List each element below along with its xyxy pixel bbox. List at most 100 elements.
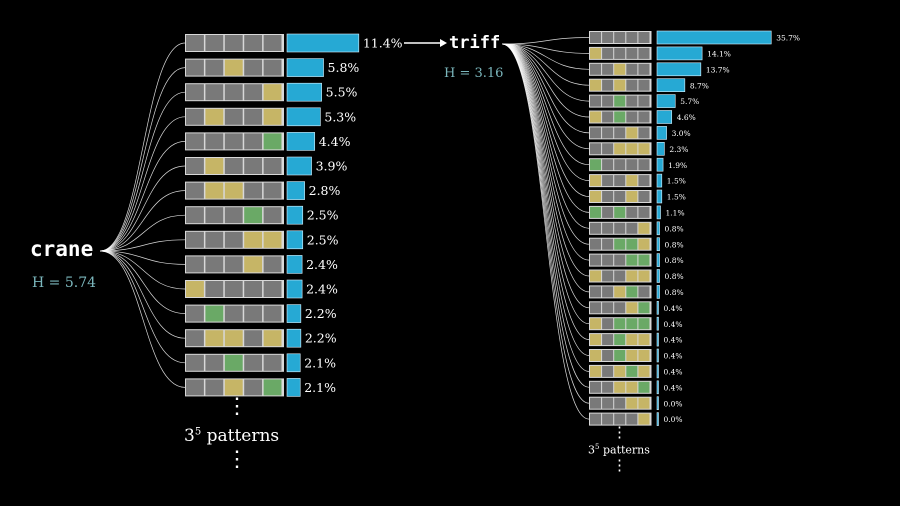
fan-line bbox=[99, 42, 186, 252]
probability-bar bbox=[286, 279, 303, 299]
pattern-tile bbox=[638, 111, 650, 123]
fan-line bbox=[501, 43, 590, 372]
probability-bar bbox=[656, 412, 659, 426]
probability-bar bbox=[656, 142, 665, 156]
pattern-tile bbox=[602, 286, 614, 298]
pattern-tile bbox=[626, 79, 638, 91]
pattern-tile bbox=[205, 35, 224, 51]
left-entropy-label: H = 5.74 bbox=[32, 275, 97, 291]
left-pattern-row: 2.1% bbox=[185, 353, 336, 373]
probability-bar bbox=[656, 78, 686, 92]
pattern-tile bbox=[614, 47, 626, 59]
pattern-tile bbox=[638, 95, 650, 107]
right-pattern-row: 0.8% bbox=[589, 253, 684, 267]
pattern-tile bbox=[205, 108, 224, 125]
pattern-tile bbox=[638, 286, 650, 298]
pattern-tile bbox=[590, 206, 602, 218]
fan-line bbox=[501, 43, 590, 245]
fan-line bbox=[501, 43, 590, 197]
probability-label: 0.4% bbox=[664, 352, 683, 361]
pattern-tile bbox=[224, 207, 243, 224]
pattern-tile bbox=[602, 47, 614, 59]
pattern-tile bbox=[638, 159, 650, 171]
probability-bar bbox=[656, 364, 659, 379]
pattern-tile bbox=[244, 354, 263, 371]
left-pattern-row: 5.3% bbox=[185, 107, 356, 127]
pattern-tile bbox=[602, 238, 614, 250]
left-pattern-row: 2.4% bbox=[185, 255, 338, 274]
pattern-tile bbox=[626, 191, 638, 202]
pattern-tile bbox=[602, 63, 614, 75]
pattern-tile bbox=[244, 330, 263, 347]
right-pattern-row: 1.5% bbox=[589, 173, 686, 188]
probability-bar bbox=[656, 253, 660, 267]
pattern-tile bbox=[224, 330, 243, 347]
pattern-tile bbox=[224, 305, 243, 322]
pattern-tile bbox=[590, 79, 602, 91]
pattern-tile bbox=[626, 63, 638, 75]
pattern-tile bbox=[244, 379, 263, 396]
pattern-tile bbox=[263, 231, 282, 248]
pattern-tile bbox=[205, 330, 224, 347]
left-pattern-row: 2.4% bbox=[185, 279, 338, 299]
pattern-tile bbox=[244, 108, 263, 125]
probability-bar bbox=[656, 62, 702, 77]
pattern-tile bbox=[638, 270, 650, 282]
pattern-tile bbox=[614, 270, 626, 282]
pattern-tile bbox=[263, 182, 282, 199]
right-pattern-row: 0.4% bbox=[589, 332, 683, 347]
pattern-tile bbox=[186, 354, 204, 371]
pattern-tile bbox=[590, 95, 602, 107]
right-pattern-row: 3.0% bbox=[589, 126, 691, 140]
pattern-tile bbox=[205, 354, 224, 371]
left-fan-lines bbox=[99, 42, 186, 388]
probability-bar bbox=[656, 316, 659, 331]
left-pattern-row: 2.8% bbox=[185, 181, 341, 200]
left-continuation-dots-top: ⋮ bbox=[226, 394, 248, 419]
right-continuation-dots-bottom: ⋮ bbox=[612, 456, 627, 474]
probability-bar bbox=[656, 189, 663, 204]
pattern-tile bbox=[602, 413, 614, 425]
pattern-tile bbox=[186, 35, 204, 51]
pattern-tile bbox=[602, 222, 614, 234]
right-guess-word: triff bbox=[449, 33, 501, 53]
fan-line bbox=[99, 250, 186, 265]
pattern-tile bbox=[614, 365, 626, 377]
left-guess-word: crane bbox=[30, 237, 94, 261]
right-continuation-dots-top: ⋮ bbox=[612, 423, 627, 441]
pattern-tile bbox=[186, 133, 204, 150]
right-pattern-row: 0.8% bbox=[589, 269, 684, 283]
pattern-tile bbox=[263, 59, 282, 76]
left-pattern-row: 5.5% bbox=[185, 82, 358, 102]
fan-line bbox=[501, 43, 590, 229]
pattern-tile bbox=[186, 158, 204, 174]
pattern-tile bbox=[590, 318, 602, 330]
pattern-tile bbox=[263, 305, 282, 322]
fan-line bbox=[501, 43, 590, 293]
probability-bar bbox=[656, 269, 660, 283]
probability-bar bbox=[286, 58, 324, 77]
pattern-tile bbox=[224, 354, 243, 371]
pattern-tile bbox=[626, 397, 638, 409]
pattern-tile bbox=[638, 32, 650, 43]
fan-line bbox=[99, 116, 186, 252]
pattern-tile bbox=[626, 381, 638, 393]
pattern-tile bbox=[186, 330, 204, 347]
right-pattern-row: 0.0% bbox=[589, 412, 683, 426]
probability-label: 0.8% bbox=[665, 240, 684, 249]
pattern-tile bbox=[614, 95, 626, 107]
pattern-tile bbox=[186, 231, 204, 248]
probability-label: 13.7% bbox=[706, 65, 730, 74]
right-pattern-count-note: 35 patterns bbox=[588, 443, 650, 457]
pattern-tile bbox=[224, 256, 243, 273]
pattern-tile bbox=[244, 231, 263, 248]
pattern-tile bbox=[186, 84, 204, 101]
pattern-tile bbox=[224, 379, 243, 396]
right-pattern-row: 0.0% bbox=[589, 396, 683, 411]
pattern-tile bbox=[186, 281, 204, 297]
pattern-tile bbox=[602, 143, 614, 155]
left-pattern-row: 2.1% bbox=[185, 378, 336, 397]
pattern-tile bbox=[614, 350, 626, 361]
right-pattern-row: 0.4% bbox=[589, 316, 683, 331]
